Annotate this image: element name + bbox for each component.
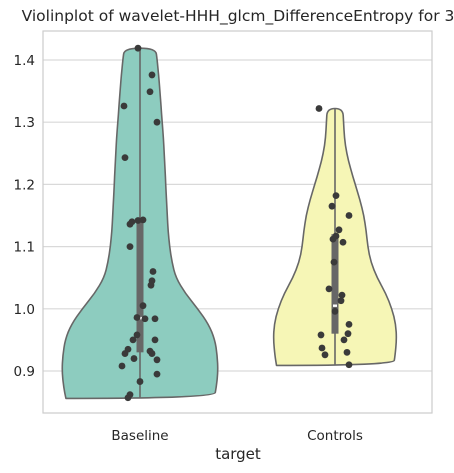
data-point	[345, 361, 353, 369]
data-point	[330, 258, 338, 266]
y-tick-label: 1.0	[14, 302, 35, 318]
data-point	[147, 281, 155, 289]
violin-median	[333, 304, 337, 307]
data-point	[133, 314, 141, 321]
data-point	[129, 336, 137, 344]
data-point	[335, 226, 343, 234]
data-point	[331, 307, 339, 315]
y-tick-label: 1.1	[14, 240, 35, 256]
data-point	[329, 235, 337, 243]
data-point	[153, 356, 161, 364]
x-axis-label: target	[215, 445, 261, 463]
data-point	[337, 297, 345, 305]
data-point	[344, 330, 352, 338]
data-point	[134, 44, 142, 52]
chart-title: Violinplot of wavelet-HHH_glcm_Differenc…	[22, 7, 454, 26]
data-point	[345, 212, 353, 219]
data-point	[328, 202, 336, 210]
data-point	[134, 217, 142, 224]
data-point	[321, 351, 329, 359]
data-point	[118, 362, 126, 370]
data-point	[148, 350, 156, 357]
data-point	[153, 118, 161, 126]
data-point	[133, 331, 141, 339]
y-tick-label: 0.9	[14, 364, 35, 380]
data-point	[153, 370, 161, 378]
data-point	[317, 331, 325, 339]
data-point	[151, 315, 159, 323]
y-tick-label: 1.3	[14, 115, 35, 131]
data-point	[124, 394, 132, 402]
data-point	[121, 154, 129, 162]
violin-controls	[272, 105, 398, 369]
data-point	[121, 350, 129, 357]
data-point	[332, 192, 340, 199]
data-point	[136, 378, 144, 385]
data-point	[139, 216, 147, 224]
violin-baseline	[61, 44, 219, 402]
data-point	[128, 218, 136, 226]
x-axis-ticks: Baseline Controls	[111, 428, 363, 444]
y-tick-label: 1.2	[14, 177, 35, 193]
data-point	[139, 302, 147, 310]
data-point	[339, 238, 347, 246]
violin-iqr-box	[331, 234, 339, 334]
data-point	[338, 291, 346, 299]
data-point	[149, 268, 157, 275]
data-point	[340, 336, 348, 344]
data-point	[148, 71, 156, 79]
data-point	[120, 102, 128, 110]
data-point	[141, 315, 149, 323]
violin-iqr-box	[136, 219, 144, 353]
data-point	[146, 88, 154, 96]
data-point	[130, 355, 138, 362]
data-point	[343, 348, 351, 356]
data-point	[126, 243, 134, 251]
data-point	[151, 336, 159, 344]
violins	[61, 44, 398, 402]
data-point	[318, 344, 326, 352]
x-tick-label: Controls	[307, 428, 363, 444]
data-point	[345, 320, 353, 328]
y-tick-label: 1.4	[14, 53, 35, 69]
y-axis-ticks: 0.9 1.0 1.1 1.2 1.3 1.4	[14, 53, 35, 380]
data-point	[325, 285, 333, 293]
x-tick-label: Baseline	[111, 428, 168, 444]
plot-area-frame	[42, 30, 433, 414]
data-point	[315, 105, 323, 112]
